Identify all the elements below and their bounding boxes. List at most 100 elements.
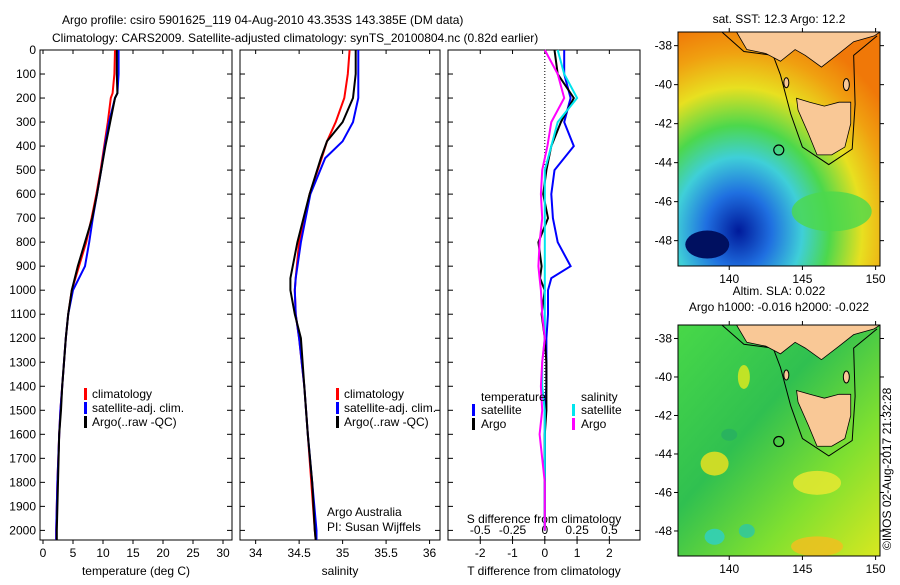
map-y-tick-label: -42: [655, 117, 673, 131]
y-tick-label: 700: [16, 211, 36, 225]
x-tick-label: 2: [606, 546, 613, 560]
legend-swatch: [84, 402, 87, 414]
y-tick-label: 1200: [9, 331, 36, 345]
legend-swatch: [472, 404, 475, 416]
sla-patch: [791, 536, 844, 556]
map-x-tick-label: 140: [719, 562, 739, 576]
map-y-tick-label: -48: [655, 234, 673, 248]
legend-swatch: [336, 416, 339, 428]
sla-patch: [793, 470, 842, 495]
map-subtitle: Argo h1000: -0.016 h2000: -0.022: [689, 300, 869, 314]
sst-patch: [791, 191, 872, 232]
y-tick-label: 900: [16, 259, 36, 273]
x-tick-label: 34.5: [287, 546, 311, 560]
legend-label: Argo(..raw -QC): [344, 415, 429, 429]
x-axis-label: T difference from climatology: [467, 564, 621, 578]
king-island: [783, 77, 790, 89]
title-line-2: Climatology: CARS2009. Satellite-adjuste…: [52, 31, 538, 45]
profile-panel-1: 0100200300400500600700800900100011001200…: [9, 43, 233, 578]
y-tick-label: 100: [16, 67, 36, 81]
x-tick-label: 5: [70, 546, 77, 560]
legend-label: Argo: [481, 417, 507, 431]
y-tick-label: 2000: [9, 523, 36, 537]
map-y-tick-label: -38: [655, 39, 673, 53]
series-line-satellite-adj-clim-: [293, 50, 360, 540]
y-tick-label: 1900: [9, 499, 36, 513]
sla-patch: [738, 523, 755, 538]
argo-float-marker: [773, 144, 785, 156]
plot-frame: [239, 49, 441, 541]
x-axis-label: temperature (deg C): [82, 564, 190, 578]
tasmania: [796, 97, 852, 156]
x-tick-label: 15: [126, 546, 140, 560]
sla-field: [678, 325, 880, 556]
x-tick-label: 10: [96, 546, 110, 560]
map-frame: [677, 324, 881, 557]
title-line-1: Argo profile: csiro 5901625_119 04-Aug-2…: [62, 13, 463, 27]
timestamp: ©IMOS 02-Aug-2017 21:32:28: [880, 387, 894, 550]
y-tick-label: 1500: [9, 403, 36, 417]
flinders-island: [842, 78, 850, 92]
map-y-tick-label: -44: [655, 447, 673, 461]
x-tick-label: -2: [475, 546, 486, 560]
x-tick-label: 35.5: [374, 546, 398, 560]
annotation-line-1: Argo Australia: [327, 505, 402, 519]
x-tick-label: 1: [574, 546, 581, 560]
legend-label: climatology: [92, 387, 152, 401]
y-tick-label: 300: [16, 115, 36, 129]
legend-swatch: [336, 402, 339, 414]
flinders-island: [842, 370, 850, 384]
series-line-climatology: [55, 49, 116, 540]
shelf-contour: [721, 32, 878, 166]
legend-swatch: [472, 418, 475, 430]
legend-title-temperature: temperature: [481, 390, 546, 404]
map-y-tick-label: -46: [655, 195, 673, 209]
map-y-tick-label: -42: [655, 408, 673, 422]
x-tick-label: 0: [541, 546, 548, 560]
legend-swatch: [84, 388, 87, 400]
sla-map: 140 145 150 -38 -40 -42 -44 -46 -48 Altim. SLA: 0…: [655, 284, 886, 576]
legend-title-salinity: salinity: [581, 390, 618, 404]
x-tick-label: 34: [249, 546, 263, 560]
y-tick-label: 0: [29, 43, 36, 57]
legend-swatch: [572, 418, 575, 430]
y-tick-label: 1700: [9, 451, 36, 465]
legend-label: satellite: [581, 403, 622, 417]
y-tick-label: 1000: [9, 283, 36, 297]
y-tick-label: 1800: [9, 475, 36, 489]
tasmania: [796, 389, 852, 447]
legend-label: Argo(..raw -QC): [92, 415, 177, 429]
map-x-tick-label: 145: [792, 272, 812, 286]
sla-patch: [704, 528, 725, 545]
x-tick-label: 36: [423, 546, 437, 560]
x2-tick-label: 0.5: [601, 523, 618, 537]
y-tick-label: 800: [16, 235, 36, 249]
legend-swatch: [572, 404, 575, 416]
shelf-contour: [721, 325, 878, 457]
series-line-t-argo: [537, 49, 575, 531]
x-tick-label: -1: [507, 546, 518, 560]
legend-label: climatology: [344, 387, 404, 401]
series-line-argo-raw-qc-: [289, 50, 357, 541]
sla-patch: [700, 451, 729, 476]
legend-label: satellite: [481, 403, 522, 417]
y-tick-label: 200: [16, 91, 36, 105]
legend-label: satellite-adj. clim.: [344, 401, 436, 415]
x2-tick-label: -0.25: [499, 523, 527, 537]
sla-patch: [721, 428, 738, 441]
map-y-tick-label: -40: [655, 78, 673, 92]
plot-frame: [39, 49, 233, 541]
x-tick-label: 35: [336, 546, 350, 560]
x-tick-label: 30: [216, 546, 230, 560]
x-axis-label: salinity: [322, 564, 359, 578]
series-line-s-argo: [537, 49, 566, 531]
plot-frame: [447, 49, 641, 541]
y-tick-label: 400: [16, 139, 36, 153]
map-title: Altim. SLA: 0.022: [733, 284, 826, 298]
cold-patch: [685, 230, 730, 259]
y-tick-label: 600: [16, 187, 36, 201]
map-frame: [677, 31, 881, 267]
map-x-tick-label: 150: [866, 272, 886, 286]
x-tick-label: 0: [40, 546, 47, 560]
